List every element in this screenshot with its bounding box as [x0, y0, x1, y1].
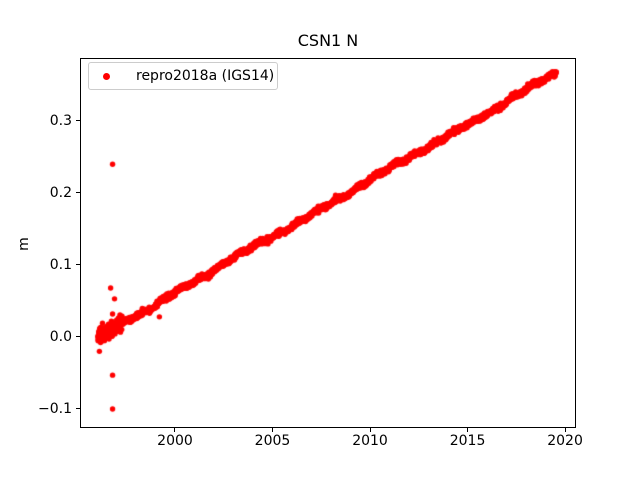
y-tick-mark: [76, 264, 80, 266]
x-tick-mark: [272, 428, 273, 432]
x-tick-label: 2015: [449, 433, 486, 449]
x-tick-mark: [174, 428, 176, 432]
x-tick-label: 2020: [547, 433, 583, 449]
y-tick-label: 0.2: [49, 184, 72, 201]
legend-label: repro2018a (IGS14): [136, 68, 275, 84]
legend-marker-dot: [103, 72, 110, 80]
x-tick-mark: [467, 428, 469, 432]
y-tick-mark: [76, 408, 80, 410]
y-tick-label: 0.3: [49, 112, 72, 129]
x-tick-label: 2000: [157, 433, 193, 449]
x-tick-mark: [564, 428, 566, 432]
chart-title: CSN1 N: [297, 31, 359, 50]
scatter-points-canvas: [80, 58, 576, 428]
y-tick-mark: [76, 192, 80, 194]
y-tick-label: 0.1: [49, 256, 72, 273]
x-tick-label: 2010: [352, 433, 388, 449]
y-axis-label: m: [16, 237, 32, 251]
x-tick-label: 2005: [254, 433, 291, 449]
y-tick-label: −0.1: [38, 400, 72, 417]
y-tick-mark: [76, 336, 80, 338]
x-tick-mark: [369, 428, 371, 432]
plot-area: repro2018a (IGS14): [80, 58, 576, 428]
legend: repro2018a (IGS14): [88, 62, 278, 90]
y-tick-label: 0.0: [49, 328, 72, 345]
y-tick-mark: [76, 120, 80, 122]
